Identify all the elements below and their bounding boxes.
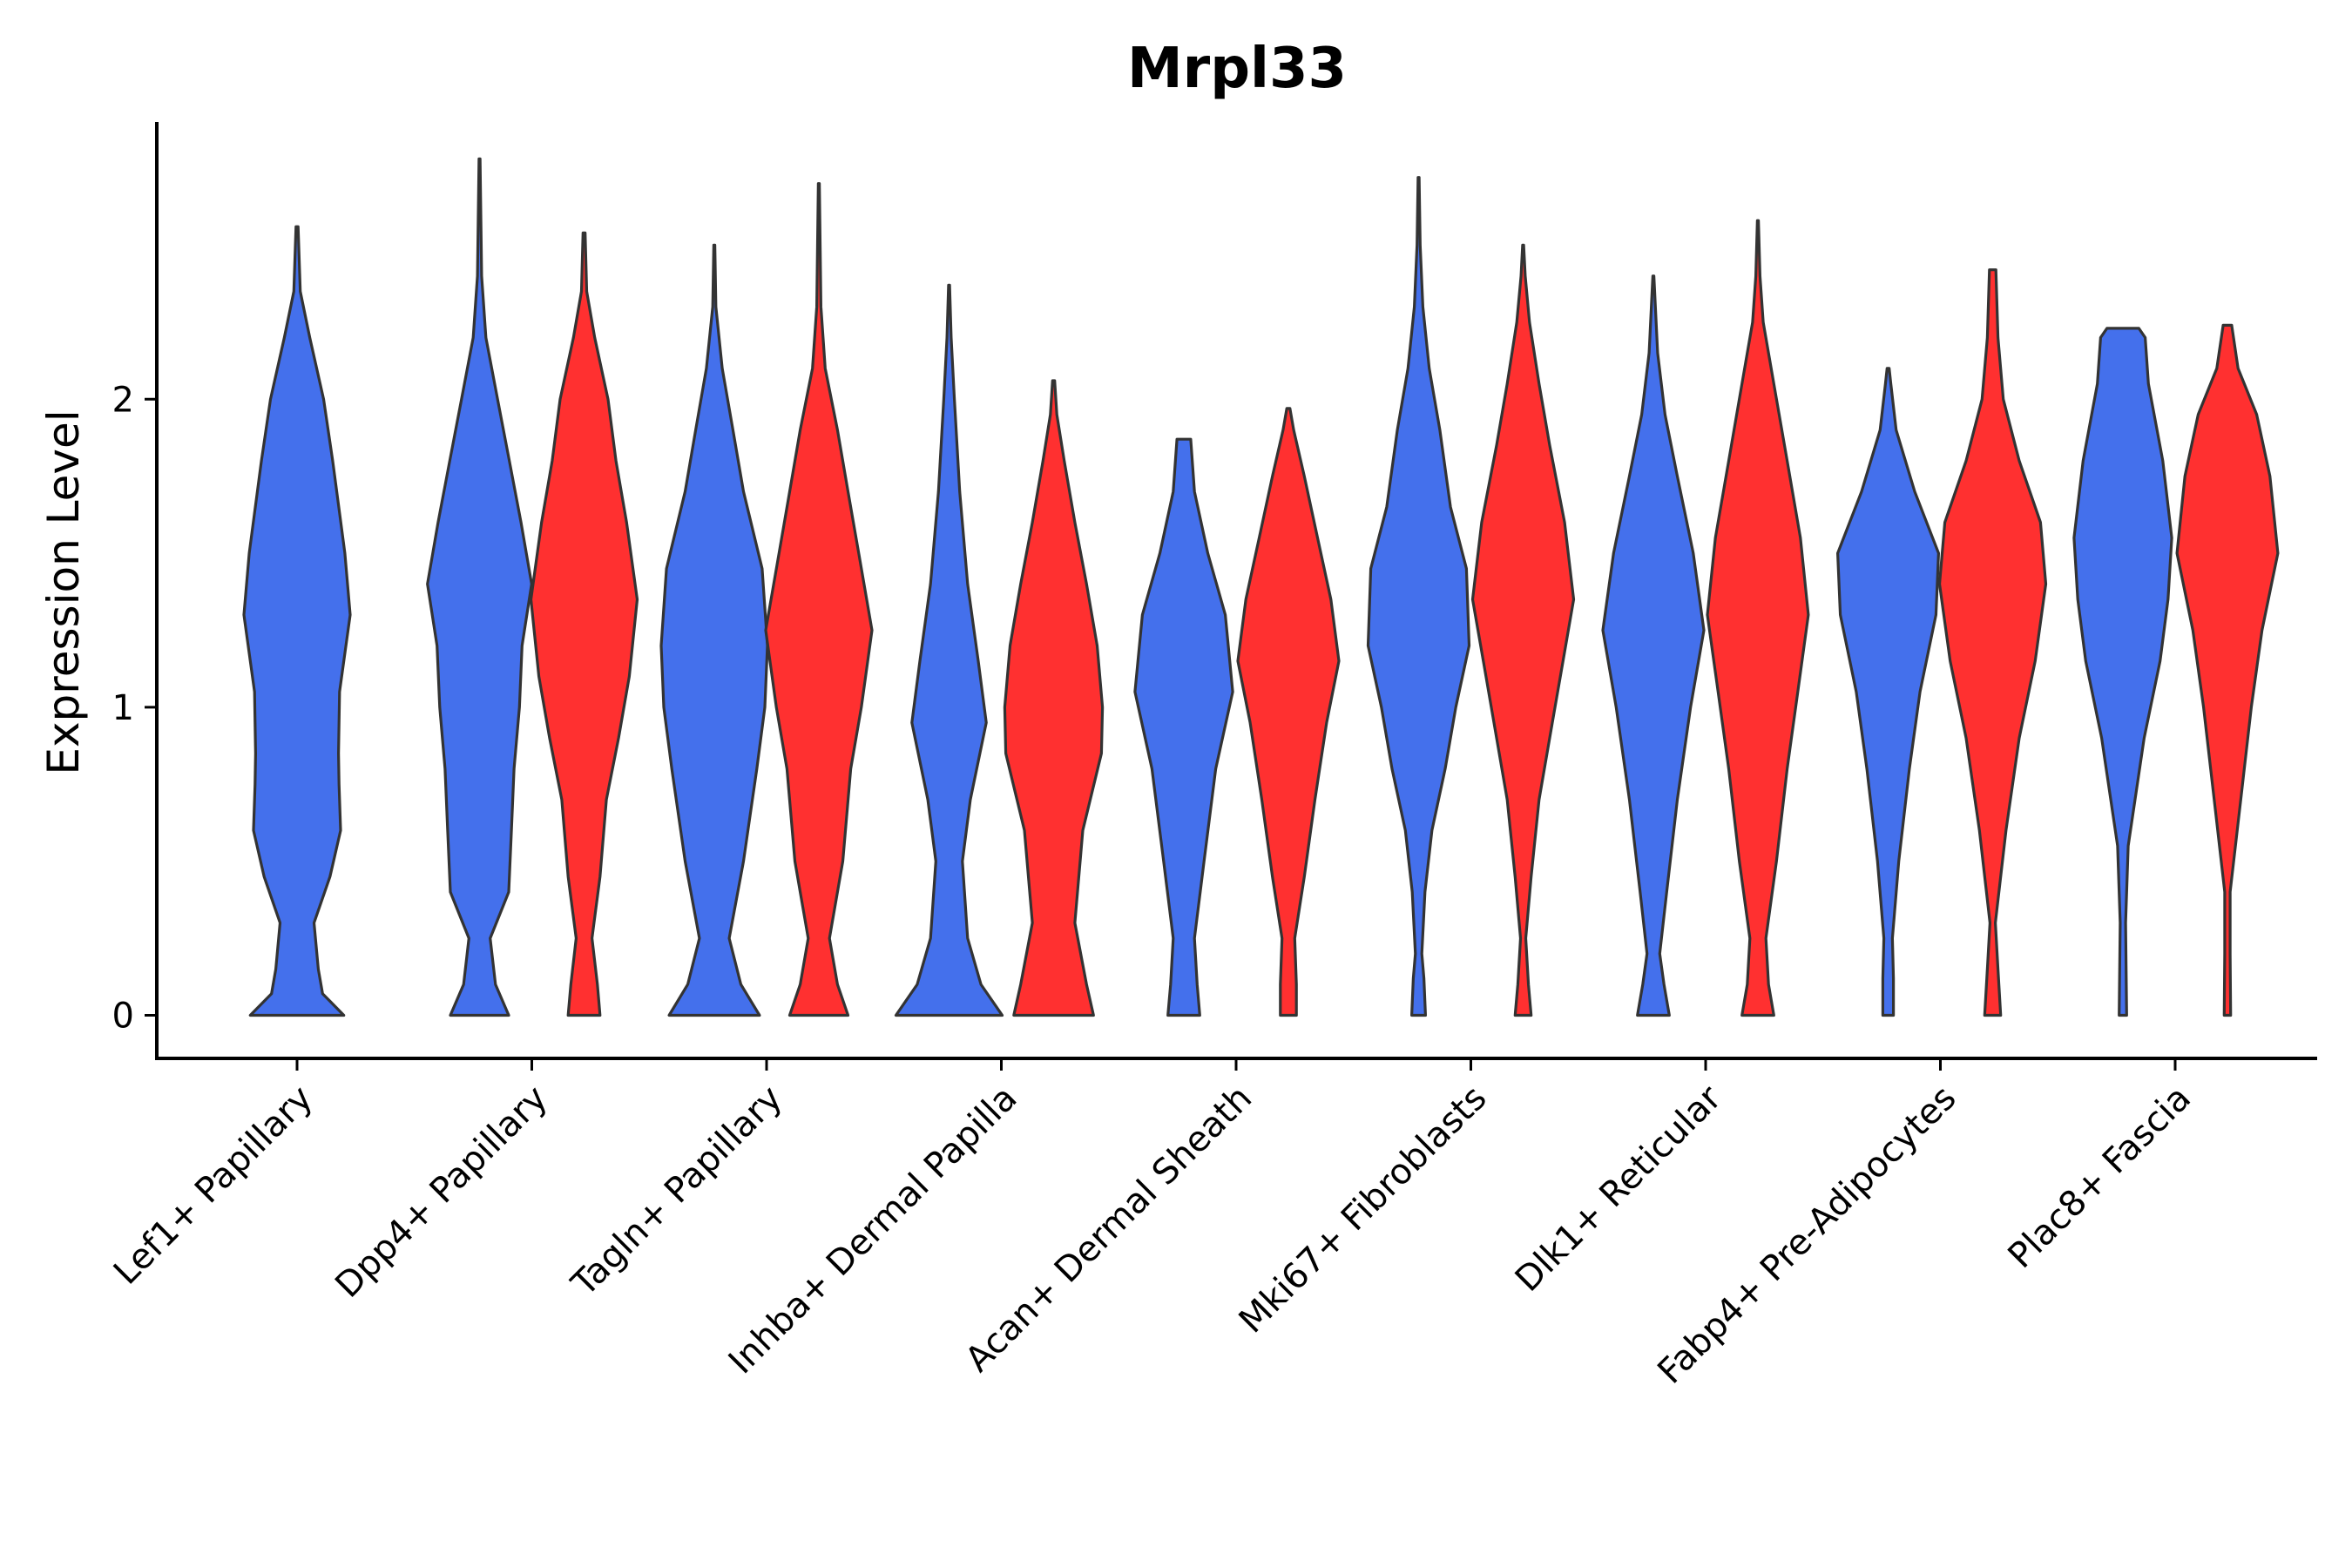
violin-red-6 — [1470, 243, 1576, 1017]
violin-blue-1 — [242, 225, 352, 1017]
violin-blue-2 — [426, 157, 533, 1017]
y-axis: 0 1 2 — [112, 122, 159, 1060]
violin-red-8 — [1937, 268, 2048, 1017]
violin-blue-6 — [1366, 176, 1471, 1017]
violin-blue-7 — [1601, 274, 1706, 1017]
x-tick-label: Plac8+ Fascia — [2001, 1078, 2200, 1277]
y-tick-label: 0 — [112, 996, 134, 1036]
violin-blue-9 — [2072, 327, 2173, 1017]
violin-red-4 — [1003, 379, 1105, 1017]
chart-title: Mrpl33 — [1127, 37, 1347, 101]
y-tick-label: 1 — [112, 688, 134, 728]
x-tick-label: Mki67+ Fibroblasts — [1232, 1078, 1495, 1342]
violin-red-3 — [764, 182, 874, 1017]
x-tick-label: Tagln+ Papillary — [564, 1078, 790, 1305]
violin-red-5 — [1236, 407, 1341, 1017]
violin-blue-5 — [1133, 437, 1234, 1017]
y-axis-label: Expression Level — [38, 409, 89, 774]
x-axis: Lef1+ Papillary Dpp4+ Papillary Tagln+ Pap… — [106, 1057, 2317, 1392]
violin-red-9 — [2175, 323, 2280, 1017]
violin-group — [242, 157, 2280, 1017]
violin-red-2 — [529, 231, 639, 1017]
x-tick-label: Dpp4+ Papillary — [328, 1078, 555, 1306]
y-tick-label: 2 — [112, 380, 134, 420]
violin-red-7 — [1706, 219, 1810, 1017]
violin-blue-4 — [894, 283, 1004, 1017]
violin-blue-3 — [659, 243, 769, 1017]
violin-blue-8 — [1836, 367, 1940, 1017]
x-tick-label: Lef1+ Papillary — [106, 1078, 321, 1293]
x-tick-label: Dlk1+ Reticular — [1508, 1078, 1730, 1300]
